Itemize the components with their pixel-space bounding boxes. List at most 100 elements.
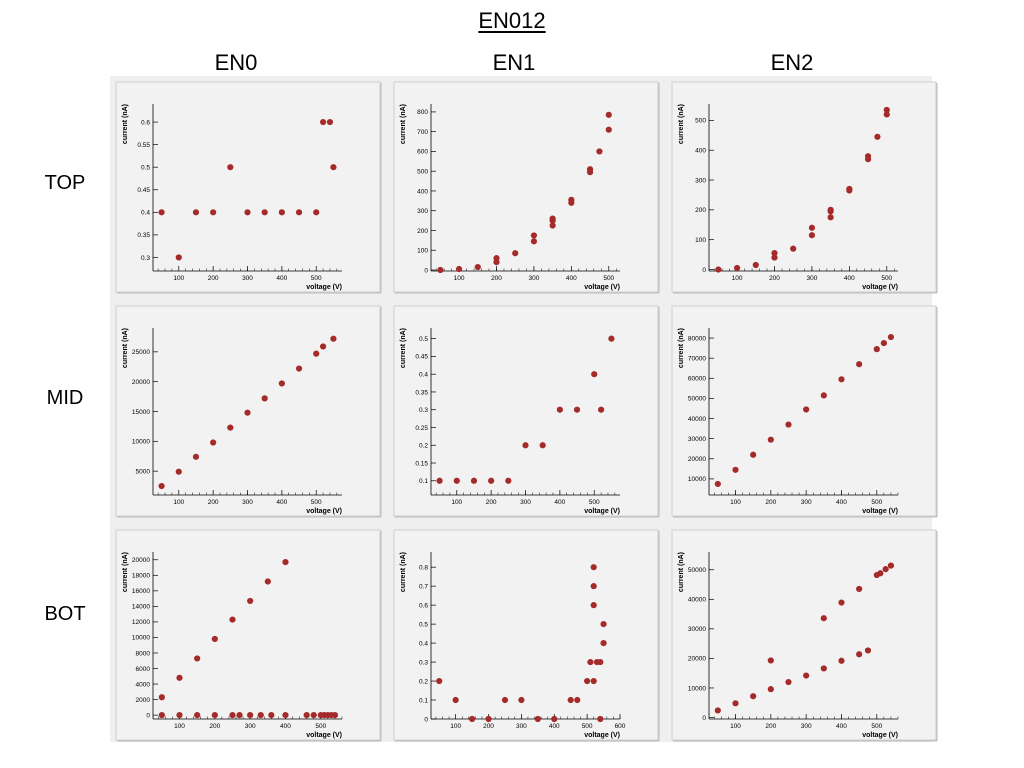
data-point (596, 148, 603, 155)
y-tick-label: 4000 (136, 681, 151, 688)
y-tick-label: 18000 (132, 573, 150, 580)
data-point (590, 602, 597, 609)
data-point (767, 657, 774, 664)
y-tick-label: 30000 (688, 436, 706, 443)
y-tick-label: 0.5 (141, 164, 150, 171)
y-tick-label: 20000 (688, 656, 706, 663)
data-point (567, 696, 574, 704)
x-axis-label: voltage (V) (862, 732, 898, 739)
x-axis-label: voltage (V) (584, 284, 620, 291)
x-tick-label: 200 (483, 723, 494, 730)
data-point (597, 715, 604, 723)
x-axis-label: voltage (V) (306, 732, 342, 739)
y-tick-label: 0.35 (137, 232, 150, 239)
data-point (229, 616, 236, 623)
data-point (838, 657, 845, 664)
y-tick-label: 0.15 (415, 460, 428, 467)
y-axis-label: current (nA) (678, 104, 685, 144)
y-tick-label: 6000 (136, 666, 151, 673)
y-tick-label: 80000 (688, 335, 706, 342)
y-tick-label: 100 (417, 248, 428, 255)
data-point (313, 209, 320, 216)
x-tick-label: 400 (276, 275, 287, 282)
data-point (771, 250, 778, 257)
data-point (310, 712, 317, 719)
x-tick-label: 500 (589, 499, 600, 506)
x-tick-label: 400 (276, 499, 287, 506)
plot-en0-top: 100 200 300 400 500 0.3 0.35 0.4 0.45 0.5 0.55 0.6 v… (110, 76, 386, 298)
x-tick-label: 200 (769, 275, 780, 282)
figure-title: EN012 (478, 8, 546, 33)
data-point (714, 707, 721, 714)
y-tick-label: 400 (695, 148, 706, 155)
x-tick-label: 100 (730, 723, 741, 730)
column-header-en2: EN2 (770, 50, 814, 75)
y-tick-label: 300 (417, 208, 428, 215)
data-point (257, 712, 264, 719)
x-tick-label: 300 (516, 723, 527, 730)
y-tick-label: 0 (424, 716, 428, 723)
data-point (820, 615, 827, 622)
y-tick-label: 25000 (132, 349, 150, 356)
data-point (282, 558, 289, 566)
data-point (320, 343, 327, 350)
data-point (856, 651, 863, 658)
plot-en2-mid: 100 200 300 400 500 10000 20000 30000 40000 50000… (666, 300, 942, 522)
data-point (820, 392, 827, 399)
x-tick-label: 600 (615, 723, 626, 730)
plot-en1-bot: 100 200 300 400 500 600 0 0.1 0.2 0.3 0.4 0.5 0.6 0.7… (388, 524, 664, 746)
data-point (229, 712, 236, 719)
data-point (436, 677, 443, 685)
data-point (590, 677, 597, 685)
y-tick-label: 0.45 (415, 354, 428, 361)
data-point (574, 696, 581, 704)
data-point (211, 635, 218, 643)
data-point (864, 153, 872, 160)
data-point (600, 621, 607, 628)
x-tick-label: 500 (871, 499, 882, 506)
x-tick-label: 500 (315, 723, 326, 730)
data-point (320, 118, 327, 126)
plot-en1-mid: 100 200 300 400 500 0.1 0.15 0.2 0.25 0.3 0.35 0.4 0… (388, 300, 664, 522)
data-point (590, 564, 597, 571)
data-point (767, 686, 774, 693)
data-point (176, 674, 183, 681)
x-axis-label: voltage (V) (306, 284, 342, 291)
y-tick-label: 0.8 (419, 564, 428, 571)
data-point (608, 335, 615, 342)
data-point (856, 585, 863, 593)
data-point (803, 406, 810, 413)
y-tick-label: 0.6 (141, 119, 150, 126)
x-tick-label: 500 (582, 723, 593, 730)
x-tick-label: 100 (450, 723, 461, 730)
data-point (194, 712, 201, 719)
y-tick-label: 50000 (688, 567, 706, 574)
data-point (838, 376, 845, 383)
data-point (732, 700, 739, 707)
scatter-plot: 100 200 300 400 500 0 10000 20000 30000 40000 5000… (671, 529, 938, 742)
data-point (530, 238, 538, 245)
data-point (820, 665, 827, 672)
x-tick-label: 300 (801, 499, 812, 506)
y-tick-label: 10000 (132, 635, 150, 642)
y-tick-label: 14000 (132, 604, 150, 611)
y-tick-label: 16000 (132, 588, 150, 595)
y-tick-label: 600 (417, 149, 428, 156)
y-tick-label: 0.2 (419, 443, 428, 450)
y-tick-label: 10000 (688, 685, 706, 692)
data-point (211, 712, 218, 719)
y-tick-label: 300 (695, 177, 706, 184)
x-tick-label: 100 (730, 499, 741, 506)
x-axis-label: voltage (V) (862, 284, 898, 291)
plot-grid: 100 200 300 400 500 0.3 0.35 0.4 0.45 0.5 0.55 0.6 v… (110, 76, 938, 742)
y-tick-label: 10000 (688, 476, 706, 483)
data-point (455, 265, 463, 273)
data-point (586, 166, 594, 173)
data-point (600, 639, 607, 647)
data-point (587, 658, 594, 666)
y-tick-label: 0.3 (419, 407, 428, 414)
data-point (752, 261, 759, 269)
data-point (767, 436, 774, 443)
data-point (750, 693, 757, 700)
y-tick-label: 700 (417, 129, 428, 136)
